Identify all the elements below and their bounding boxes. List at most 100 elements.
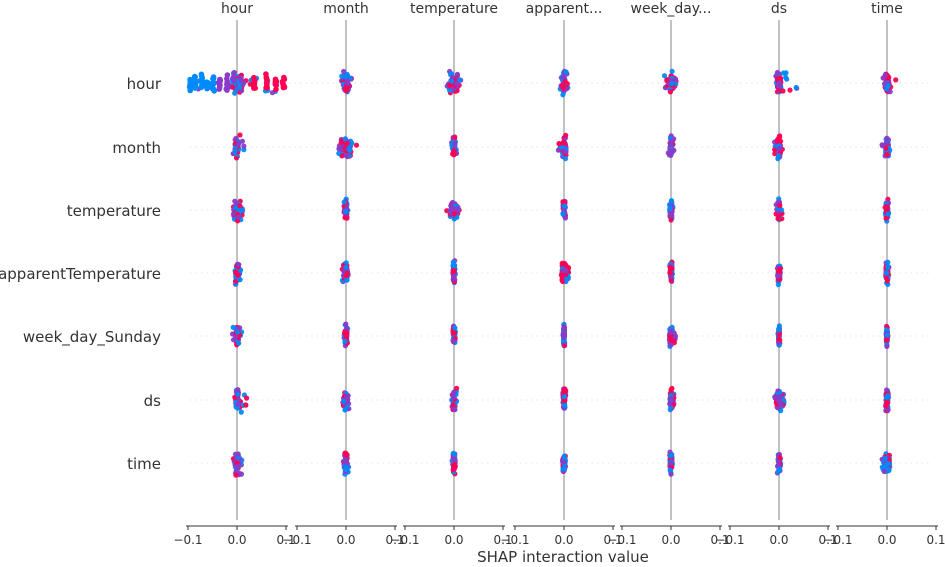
data-point: [454, 385, 460, 391]
x-tick-label: 0.1: [710, 533, 729, 547]
data-point: [251, 81, 258, 88]
data-point: [882, 455, 888, 462]
data-point: [884, 343, 890, 349]
data-point: [560, 466, 566, 472]
x-tick-label: −0.1: [607, 533, 636, 547]
data-point: [452, 140, 458, 146]
data-point: [562, 342, 568, 349]
data-point: [187, 78, 194, 85]
data-point: [451, 389, 457, 396]
data-point: [341, 398, 347, 405]
data-point: [235, 387, 241, 393]
data-point: [224, 87, 230, 93]
x-tick-label: −0.1: [823, 533, 852, 547]
data-point: [667, 205, 673, 212]
data-point: [884, 332, 890, 338]
data-point: [210, 75, 217, 82]
data-point: [217, 76, 223, 83]
data-point: [233, 278, 239, 284]
x-tick-label: −0.1: [390, 533, 419, 547]
data-point: [341, 199, 347, 205]
data-point: [669, 80, 675, 87]
data-point: [232, 198, 238, 204]
data-point: [882, 72, 888, 79]
data-point: [345, 80, 351, 86]
data-point: [776, 466, 783, 472]
data-point: [451, 273, 457, 280]
data-point: [343, 459, 349, 465]
data-point: [272, 81, 279, 88]
x-tick-label: 0.1: [818, 533, 837, 547]
data-point: [560, 92, 566, 98]
data-point: [452, 325, 458, 331]
data-point: [776, 153, 782, 159]
data-point: [563, 69, 569, 75]
data-point: [244, 395, 250, 401]
data-point: [343, 141, 349, 147]
data-point: [233, 334, 239, 341]
data-point: [457, 77, 463, 83]
data-point: [777, 145, 783, 151]
data-point: [191, 73, 198, 80]
data-point: [883, 275, 890, 281]
data-point: [561, 203, 567, 209]
x-tick-label: 0.0: [554, 533, 573, 547]
data-point: [451, 211, 458, 217]
data-point: [668, 396, 674, 402]
data-point: [450, 338, 456, 344]
data-point: [671, 147, 677, 153]
data-point: [236, 214, 242, 220]
data-point: [561, 325, 568, 331]
data-point: [448, 203, 454, 209]
column-titles: hour month temperature apparent... week_day.…: [221, 1, 903, 17]
row-label: month: [112, 139, 161, 157]
x-axes: −0.1 0.0 0.1−0.1 0.0 0.1−0.1 0.0 0.1−0.1 0.0 0.1…: [173, 525, 945, 547]
data-point: [561, 140, 568, 146]
data-point: [669, 138, 675, 144]
data-point: [666, 152, 673, 158]
data-point: [661, 73, 668, 79]
data-point: [884, 387, 890, 393]
data-point: [281, 76, 288, 82]
data-point: [563, 132, 569, 138]
data-point: [451, 148, 457, 154]
data-point: [269, 90, 275, 96]
data-point: [561, 459, 567, 465]
data-point: [780, 88, 786, 94]
data-point: [775, 397, 781, 403]
row-label: time: [127, 455, 161, 473]
data-point: [447, 82, 453, 88]
data-point: [668, 328, 674, 334]
data-point: [199, 83, 205, 89]
data-point: [775, 216, 781, 222]
data-point: [344, 398, 350, 404]
data-point: [210, 79, 217, 86]
x-tick-label: −0.1: [500, 533, 529, 547]
data-point: [669, 68, 675, 74]
data-point: [560, 210, 566, 217]
data-point: [344, 394, 350, 400]
data-point: [199, 75, 205, 81]
data-point: [280, 82, 287, 88]
data-point: [224, 81, 231, 88]
data-point: [561, 453, 567, 459]
data-point: [884, 135, 890, 141]
column-title: week_day...: [631, 1, 712, 17]
data-point: [343, 332, 349, 338]
data-point: [339, 73, 345, 79]
data-point: [668, 471, 674, 477]
data-point: [561, 394, 568, 400]
data-point: [230, 324, 236, 330]
data-point: [776, 80, 783, 86]
data-point: [233, 205, 239, 211]
data-point: [243, 402, 249, 408]
row-label: week_day_Sunday: [23, 328, 161, 347]
data-point: [884, 206, 890, 212]
data-point: [232, 90, 238, 96]
data-point: [451, 395, 457, 401]
data-point: [343, 74, 349, 80]
data-point: [777, 266, 783, 272]
data-point: [343, 264, 349, 270]
data-point: [667, 460, 674, 466]
x-tick-label: 0.0: [336, 533, 355, 547]
